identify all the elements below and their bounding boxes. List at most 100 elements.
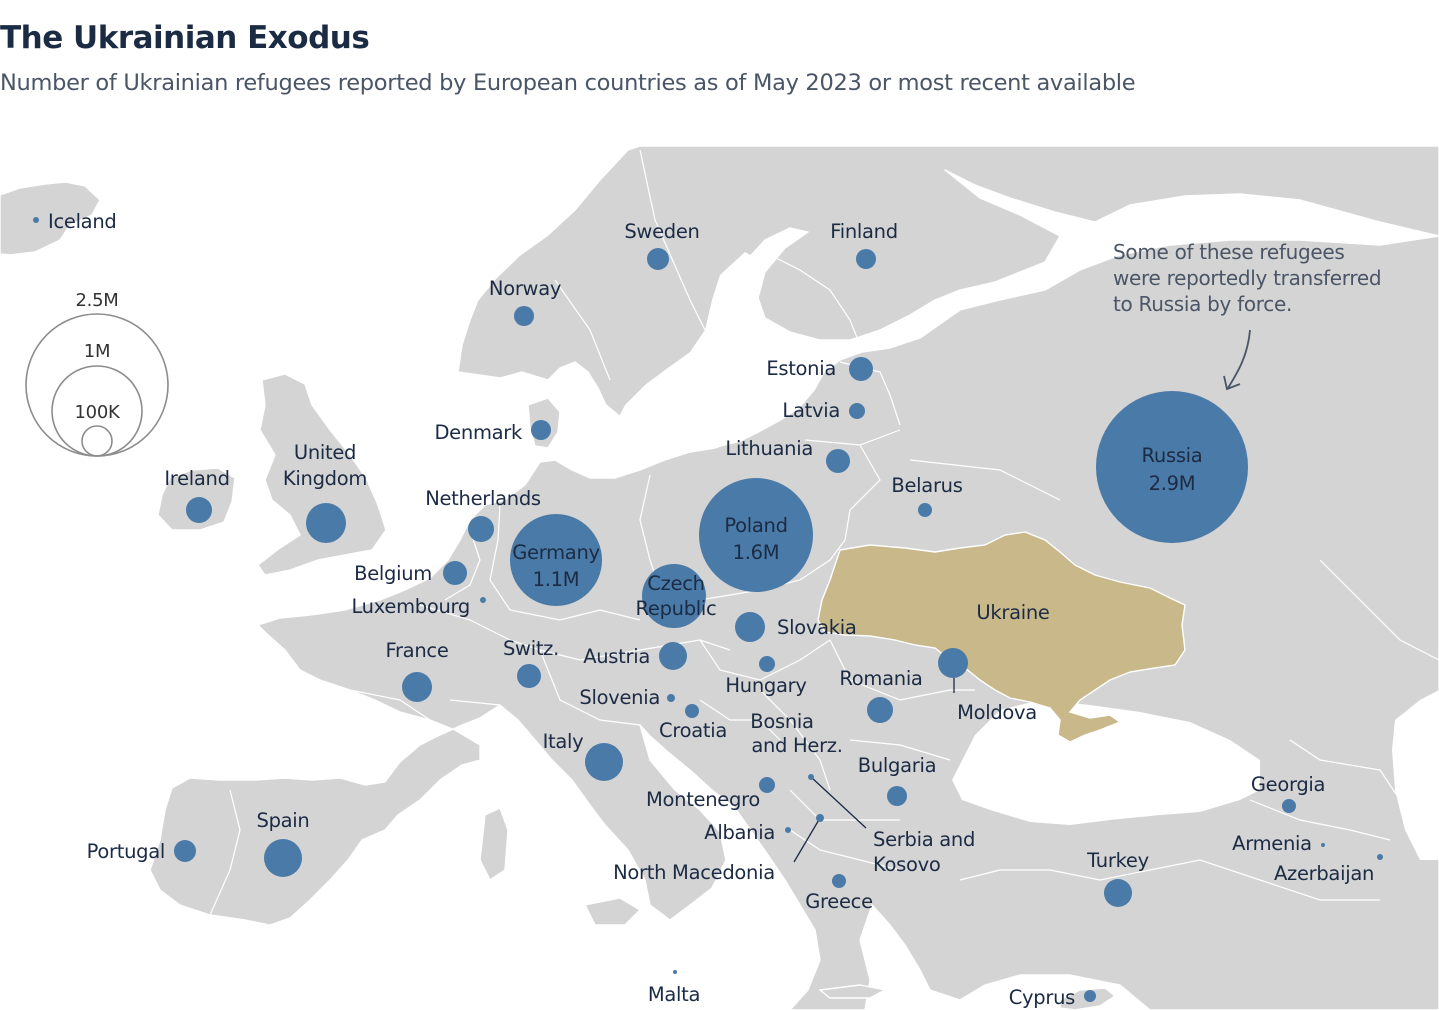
land-gb bbox=[257, 373, 387, 576]
bubble-belgium bbox=[443, 561, 467, 585]
label-armenia: Armenia bbox=[1232, 832, 1312, 855]
bubble-latvia bbox=[849, 403, 865, 419]
label-slovakia: Slovakia bbox=[777, 616, 856, 639]
legend-label-mid: 1M bbox=[84, 341, 110, 362]
annotation-arrow bbox=[1227, 329, 1251, 389]
label-greece: Greece bbox=[805, 890, 873, 913]
land-crete bbox=[819, 984, 886, 999]
bubble-greece bbox=[832, 874, 846, 888]
bubble-belarus bbox=[918, 503, 932, 517]
label-romania: Romania bbox=[839, 667, 922, 690]
label-montenegro: Montenegro bbox=[646, 788, 760, 811]
bubble-denmark bbox=[531, 420, 551, 440]
label-norway: Norway bbox=[489, 277, 561, 300]
bubble-north-macedonia bbox=[816, 814, 824, 822]
label-czech-line1: Czech bbox=[647, 572, 704, 595]
bubble-moldova bbox=[938, 648, 968, 678]
bubble-hungary bbox=[759, 656, 775, 672]
ukraine-shape bbox=[817, 531, 1186, 743]
label-bulgaria: Bulgaria bbox=[858, 754, 936, 777]
bubble-sweden bbox=[647, 248, 669, 270]
label-north-macedonia: North Macedonia bbox=[613, 861, 775, 884]
label-bosnia-line1: Bosnia bbox=[750, 710, 813, 733]
label-russia: Russia bbox=[1142, 444, 1203, 467]
label-estonia: Estonia bbox=[766, 357, 836, 380]
label-georgia: Georgia bbox=[1251, 773, 1325, 796]
label-austria: Austria bbox=[583, 645, 650, 668]
bubbles bbox=[33, 217, 1383, 1002]
bubble-georgia bbox=[1282, 799, 1296, 813]
bubble-turkey bbox=[1104, 879, 1132, 907]
page-title: The Ukrainian Exodus bbox=[0, 20, 370, 56]
label-slovenia: Slovenia bbox=[579, 686, 660, 709]
label-serbia-line1: Serbia and bbox=[873, 828, 975, 851]
label-belarus: Belarus bbox=[891, 474, 962, 497]
leader-lines bbox=[793, 678, 955, 863]
label-denmark: Denmark bbox=[434, 421, 523, 444]
bubble-albania bbox=[785, 827, 791, 833]
bubble-azerbaijan bbox=[1377, 854, 1383, 860]
bubble-cyprus bbox=[1084, 990, 1096, 1002]
country-labels: Iceland Sweden Finland Norway Estonia La… bbox=[48, 210, 1374, 1009]
annotation-line-3: to Russia by force. bbox=[1113, 292, 1292, 316]
bubble-uk bbox=[306, 503, 346, 543]
legend-circle-small bbox=[81, 425, 113, 457]
label-spain: Spain bbox=[257, 809, 310, 832]
legend-label-small: 100K bbox=[75, 402, 121, 423]
black-sea bbox=[952, 700, 1260, 825]
label-lithuania: Lithuania bbox=[725, 437, 813, 460]
label-latvia: Latvia bbox=[782, 399, 840, 422]
bubble-croatia bbox=[685, 704, 699, 718]
bubble-norway bbox=[514, 306, 534, 326]
annotation-line-1: Some of these refugees bbox=[1113, 240, 1345, 264]
label-czech-line2: Republic bbox=[636, 597, 717, 620]
label-switzerland: Switz. bbox=[503, 637, 559, 660]
bubble-estonia bbox=[849, 357, 873, 381]
bubble-lithuania bbox=[826, 449, 850, 473]
bubble-armenia bbox=[1321, 843, 1325, 847]
bubble-montenegro bbox=[759, 777, 775, 793]
label-moldova: Moldova bbox=[957, 701, 1037, 724]
bubble-serbia bbox=[808, 774, 814, 780]
bubble-finland bbox=[856, 249, 876, 269]
label-azerbaijan: Azerbaijan bbox=[1274, 862, 1374, 885]
bubble-luxembourg bbox=[480, 597, 486, 603]
bubble-bulgaria bbox=[887, 786, 907, 806]
annotation-line-2: were reportedly transferred bbox=[1113, 266, 1381, 290]
land-sicily bbox=[584, 897, 641, 926]
bubble-ireland bbox=[186, 497, 212, 523]
label-uk-line1: United bbox=[294, 441, 356, 464]
annotation-arrowhead bbox=[1223, 375, 1241, 391]
label-italy: Italy bbox=[543, 730, 584, 753]
bubble-spain bbox=[264, 839, 302, 877]
label-albania: Albania bbox=[704, 821, 775, 844]
land-sardinia bbox=[479, 807, 509, 881]
label-poland: Poland bbox=[724, 514, 787, 537]
label-turkey: Turkey bbox=[1086, 849, 1149, 872]
label-malta: Malta bbox=[648, 983, 700, 1006]
label-france: France bbox=[385, 639, 448, 662]
label-luxembourg: Luxembourg bbox=[351, 595, 470, 618]
value-russia: 2.9M bbox=[1149, 472, 1196, 495]
bubble-germany bbox=[510, 514, 602, 606]
page-subtitle: Number of Ukrainian refugees reported by… bbox=[0, 70, 1136, 96]
bubble-portugal bbox=[174, 840, 196, 862]
label-germany: Germany bbox=[512, 541, 600, 564]
bubble-switzerland bbox=[517, 664, 541, 688]
bubble-romania bbox=[867, 697, 893, 723]
bubble-czech bbox=[642, 564, 706, 628]
caspian-sea bbox=[1392, 690, 1439, 860]
label-netherlands: Netherlands bbox=[425, 487, 541, 510]
label-iceland: Iceland bbox=[48, 210, 116, 233]
bubble-poland bbox=[699, 478, 813, 592]
baltic-sea bbox=[612, 252, 840, 452]
ukraine-label: Ukraine bbox=[976, 601, 1049, 624]
label-portugal: Portugal bbox=[87, 840, 165, 863]
legend-circle-large bbox=[25, 313, 169, 457]
bubble-malta bbox=[673, 970, 677, 974]
label-ireland: Ireland bbox=[164, 467, 229, 490]
bubble-netherlands bbox=[468, 516, 494, 542]
label-cyprus: Cyprus bbox=[1009, 986, 1075, 1009]
bubble-slovakia bbox=[735, 612, 765, 642]
label-finland: Finland bbox=[830, 220, 898, 243]
